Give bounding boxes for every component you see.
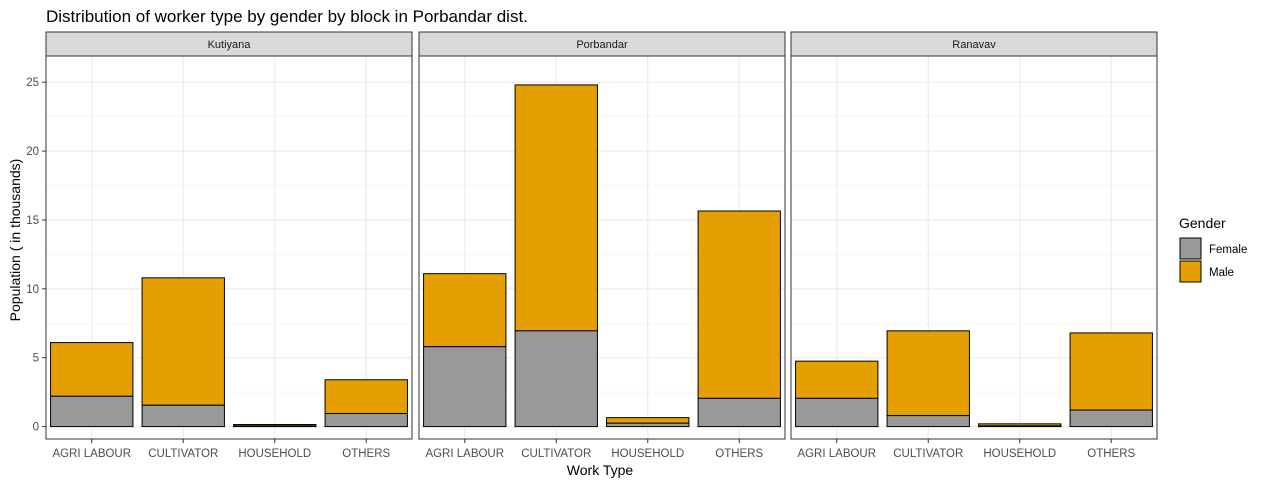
x-axis-title: Work Type <box>567 462 634 478</box>
bar-male-agri-labour <box>423 273 507 348</box>
y-tick-label: 0 <box>33 422 39 434</box>
y-tick-label: 5 <box>33 353 39 365</box>
x-tick-label: CULTIVATOR <box>148 448 218 460</box>
facet-panels: Kutiyana AGRI LABOUR CULTIVATOR HOUSEHOLD OT… <box>26 31 1158 460</box>
bar-female-others <box>324 413 408 428</box>
x-tick-label: CULTIVATOR <box>521 448 591 460</box>
facet-label: Kutiyana <box>208 39 252 51</box>
legend-label-female: Female <box>1209 244 1247 256</box>
x-tick-label: AGRI LABOUR <box>425 448 504 460</box>
bar-female-cultivator <box>514 330 598 428</box>
y-tick-label: 10 <box>26 284 39 296</box>
facet-strip <box>790 31 1158 57</box>
x-tick-label: HOUSEHOLD <box>238 448 311 460</box>
x-tick-label: AGRI LABOUR <box>52 448 131 460</box>
bar-female-cultivator <box>886 415 970 428</box>
legend: Gender Female Male <box>1179 215 1247 283</box>
y-axis: 0 5 10 15 20 25 <box>26 77 46 434</box>
x-tick-label: OTHERS <box>1087 448 1135 460</box>
x-tick-label: HOUSEHOLD <box>611 448 684 460</box>
y-axis-title: Population ( in thousands) <box>7 159 23 322</box>
y-tick-label: 20 <box>26 146 39 158</box>
bar-female-agri-labour <box>50 395 134 428</box>
bar-male-others <box>1069 332 1153 411</box>
bar-male-agri-labour <box>50 342 134 397</box>
chart-title: Distribution of worker type by gender by… <box>46 7 528 26</box>
facet-panel-ranavav: Ranavav AGRI LABOUR CULTIVATOR HOUSEHOLD OTH… <box>790 31 1158 460</box>
bar-female-agri-labour <box>795 397 879 428</box>
bar-male-household <box>606 417 690 424</box>
bar-female-cultivator <box>141 404 225 428</box>
bar-female-household <box>606 422 690 428</box>
facet-panel-kutiyana: Kutiyana AGRI LABOUR CULTIVATOR HOUSEHOLD OT… <box>45 31 413 460</box>
x-tick-label: CULTIVATOR <box>893 448 963 460</box>
facet-label: Ranavav <box>952 39 996 51</box>
bar-male-others <box>697 210 781 399</box>
facet-panel-porbandar: Porbandar AGRI LABOUR CULTIVATOR HOUSEHOLD O… <box>418 31 786 460</box>
bar-male-others <box>324 379 408 415</box>
facet-strip <box>45 31 413 57</box>
legend-label-male: Male <box>1209 267 1234 279</box>
legend-key-male <box>1179 260 1202 283</box>
bar-female-others <box>1069 409 1153 428</box>
legend-title: Gender <box>1179 215 1226 231</box>
facet-label: Porbandar <box>576 39 628 51</box>
x-tick-label: HOUSEHOLD <box>983 448 1056 460</box>
bar-female-others <box>697 397 781 428</box>
x-tick-label: OTHERS <box>342 448 390 460</box>
x-tick-label: OTHERS <box>715 448 763 460</box>
bar-female-household <box>978 425 1062 428</box>
facet-strip <box>418 31 786 57</box>
bar-male-cultivator <box>514 84 598 332</box>
x-tick-label: AGRI LABOUR <box>797 448 876 460</box>
bar-male-agri-labour <box>795 360 879 399</box>
y-tick-label: 25 <box>26 77 39 89</box>
bar-female-household <box>233 425 317 428</box>
bar-male-cultivator <box>886 330 970 417</box>
y-tick-label: 15 <box>26 215 39 227</box>
bar-female-agri-labour <box>423 346 507 428</box>
bar-male-cultivator <box>141 277 225 406</box>
legend-key-female <box>1179 237 1202 260</box>
